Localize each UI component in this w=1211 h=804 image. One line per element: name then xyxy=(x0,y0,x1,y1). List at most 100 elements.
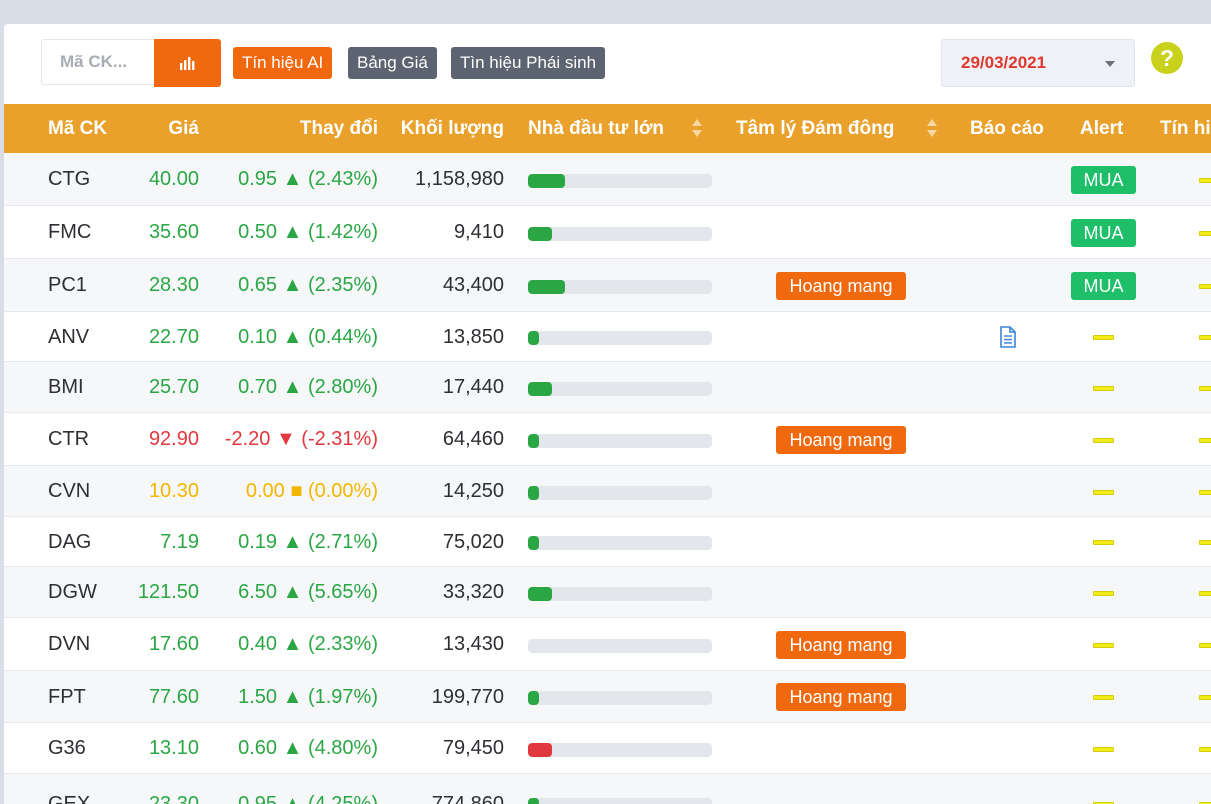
header-big-investor[interactable]: Nhà đầu tư lớn xyxy=(528,118,664,139)
table-row[interactable]: BMI 25.70 0.70 ▲ (2.80%) 17,440 xyxy=(4,362,1211,413)
price-value: 22.70 xyxy=(148,326,199,348)
buy-alert-badge[interactable]: MUA xyxy=(1071,218,1136,247)
stock-code[interactable]: BMI xyxy=(48,376,84,398)
signal-none-marker xyxy=(1199,437,1211,443)
big-investor-bar-fill xyxy=(528,433,540,448)
stock-code[interactable]: CTR xyxy=(48,428,90,450)
price-value: 7.19 xyxy=(160,531,199,553)
signal-none-marker xyxy=(1199,695,1211,700)
big-investor-bar xyxy=(528,691,712,705)
change-value: 0.60 ▲ (4.80%) xyxy=(238,737,378,759)
change-value: 0.70 ▲ (2.80%) xyxy=(238,376,378,398)
volume-value: 199,770 xyxy=(431,686,504,708)
big-investor-bar xyxy=(528,485,712,500)
alert-none-marker xyxy=(1093,802,1114,804)
change-value: 0.19 ▲ (2.71%) xyxy=(238,531,378,553)
price-value: 35.60 xyxy=(148,221,199,243)
bar-chart-icon xyxy=(179,57,194,70)
svg-text:?: ? xyxy=(1160,45,1174,71)
table-row[interactable]: G36 13.10 0.60 ▲ (4.80%) 79,450 xyxy=(4,723,1211,774)
chart-button[interactable] xyxy=(154,39,221,87)
big-investor-bar xyxy=(528,173,712,188)
signal-none-marker xyxy=(1199,540,1211,545)
crowd-sentiment-badge: Hoang mang xyxy=(776,425,906,454)
stock-code-search-input[interactable] xyxy=(41,39,155,85)
header-signal: Tín hi xyxy=(1160,118,1211,139)
stock-code[interactable]: DAG xyxy=(48,531,92,553)
volume-value: 13,430 xyxy=(442,633,504,655)
table-row[interactable]: DGW 121.50 6.50 ▲ (5.65%) 33,320 xyxy=(4,567,1211,618)
price-value: 23.30 xyxy=(148,793,199,804)
report-document-icon[interactable] xyxy=(999,326,1017,348)
volume-value: 774,860 xyxy=(431,793,504,804)
signal-none-marker xyxy=(1199,177,1211,183)
stock-code[interactable]: GEX xyxy=(48,793,91,804)
price-value: 92.90 xyxy=(148,428,199,450)
table-row[interactable]: FPT 77.60 1.50 ▲ (1.97%) 199,770 Hoang mang xyxy=(4,671,1211,723)
alert-none-marker xyxy=(1093,642,1114,648)
volume-value: 33,320 xyxy=(442,581,504,603)
big-investor-bar-fill xyxy=(528,691,540,705)
price-value: 28.30 xyxy=(148,274,199,296)
chevron-down-icon xyxy=(1105,61,1115,67)
change-value: 0.50 ▲ (1.42%) xyxy=(238,221,378,243)
signal-none-marker xyxy=(1199,489,1211,495)
header-volume[interactable]: Khối lượng xyxy=(400,118,504,139)
volume-value: 13,850 xyxy=(442,326,504,348)
price-value: 13.10 xyxy=(148,737,199,759)
stock-code[interactable]: FMC xyxy=(48,221,92,243)
help-icon[interactable]: ? xyxy=(1150,41,1184,75)
volume-value: 79,450 xyxy=(442,737,504,759)
derivatives-signal-button[interactable]: Tìn hiệu Phái sinh xyxy=(451,47,606,79)
stock-code[interactable]: ANV xyxy=(48,326,90,348)
alert-none-marker xyxy=(1093,590,1114,596)
stock-code[interactable]: DVN xyxy=(48,633,91,655)
volume-value: 9,410 xyxy=(453,221,504,243)
header-change[interactable]: Thay đổi xyxy=(299,118,378,139)
big-investor-bar-fill xyxy=(528,742,552,757)
stock-code[interactable]: CTG xyxy=(48,168,91,190)
table-row[interactable]: CTR 92.90 -2.20 ▼ (-2.31%) 64,460 Hoang mang xyxy=(4,413,1211,466)
big-investor-bar-fill xyxy=(528,586,552,601)
big-investor-bar-fill xyxy=(528,798,540,804)
change-value: 1.50 ▲ (1.97%) xyxy=(238,686,378,708)
sort-icon[interactable] xyxy=(691,118,703,138)
sort-icon[interactable] xyxy=(926,118,938,138)
alert-none-marker xyxy=(1093,540,1114,545)
price-value: 77.60 xyxy=(148,686,199,708)
buy-alert-badge[interactable]: MUA xyxy=(1071,165,1136,194)
change-value: 0.95 ▲ (2.43%) xyxy=(238,168,378,190)
table-row[interactable]: PC1 28.30 0.65 ▲ (2.35%) 43,400 Hoang mang MU… xyxy=(4,259,1211,312)
big-investor-bar-fill xyxy=(528,226,552,241)
price-board-button[interactable]: Bảng Giá xyxy=(348,47,437,79)
table-row[interactable]: CVN 10.30 0.00 ■ (0.00%) 14,250 xyxy=(4,466,1211,517)
stock-code[interactable]: DGW xyxy=(48,581,97,603)
table-row[interactable]: GEX 23.30 0.95 ▲ (4.25%) 774,860 xyxy=(4,774,1211,804)
big-investor-bar xyxy=(528,638,712,653)
header-code[interactable]: Mã CK xyxy=(48,118,108,139)
stock-code[interactable]: G36 xyxy=(48,737,86,759)
table-row[interactable]: ANV 22.70 0.10 ▲ (0.44%) 13,850 xyxy=(4,312,1211,362)
volume-value: 14,250 xyxy=(442,480,504,502)
table-row[interactable]: CTG 40.00 0.95 ▲ (2.43%) 1,158,980 MUA xyxy=(4,153,1211,206)
alert-none-marker xyxy=(1093,335,1114,340)
table-row[interactable]: DVN 17.60 0.40 ▲ (2.33%) 13,430 Hoang mang xyxy=(4,618,1211,671)
stock-code[interactable]: PC1 xyxy=(48,274,87,296)
header-price[interactable]: Giá xyxy=(168,118,199,139)
big-investor-bar xyxy=(528,226,712,241)
table-row[interactable]: DAG 7.19 0.19 ▲ (2.71%) 75,020 xyxy=(4,517,1211,567)
volume-value: 17,440 xyxy=(442,376,504,398)
date-select[interactable]: 29/03/2021 xyxy=(941,39,1135,87)
stock-code[interactable]: CVN xyxy=(48,480,91,502)
price-value: 25.70 xyxy=(148,376,199,398)
signal-none-marker xyxy=(1199,642,1211,648)
table-row[interactable]: FMC 35.60 0.50 ▲ (1.42%) 9,410 MUA xyxy=(4,206,1211,259)
header-crowd-sentiment[interactable]: Tâm lý Đám đông xyxy=(736,118,895,139)
stock-code[interactable]: FPT xyxy=(48,686,86,708)
signal-none-marker xyxy=(1199,746,1211,752)
crowd-sentiment-badge: Hoang mang xyxy=(776,630,906,659)
buy-alert-badge[interactable]: MUA xyxy=(1071,271,1136,300)
ai-signal-button[interactable]: Tín hiệu AI xyxy=(233,47,333,79)
price-value: 17.60 xyxy=(148,633,199,655)
big-investor-bar xyxy=(528,742,712,757)
